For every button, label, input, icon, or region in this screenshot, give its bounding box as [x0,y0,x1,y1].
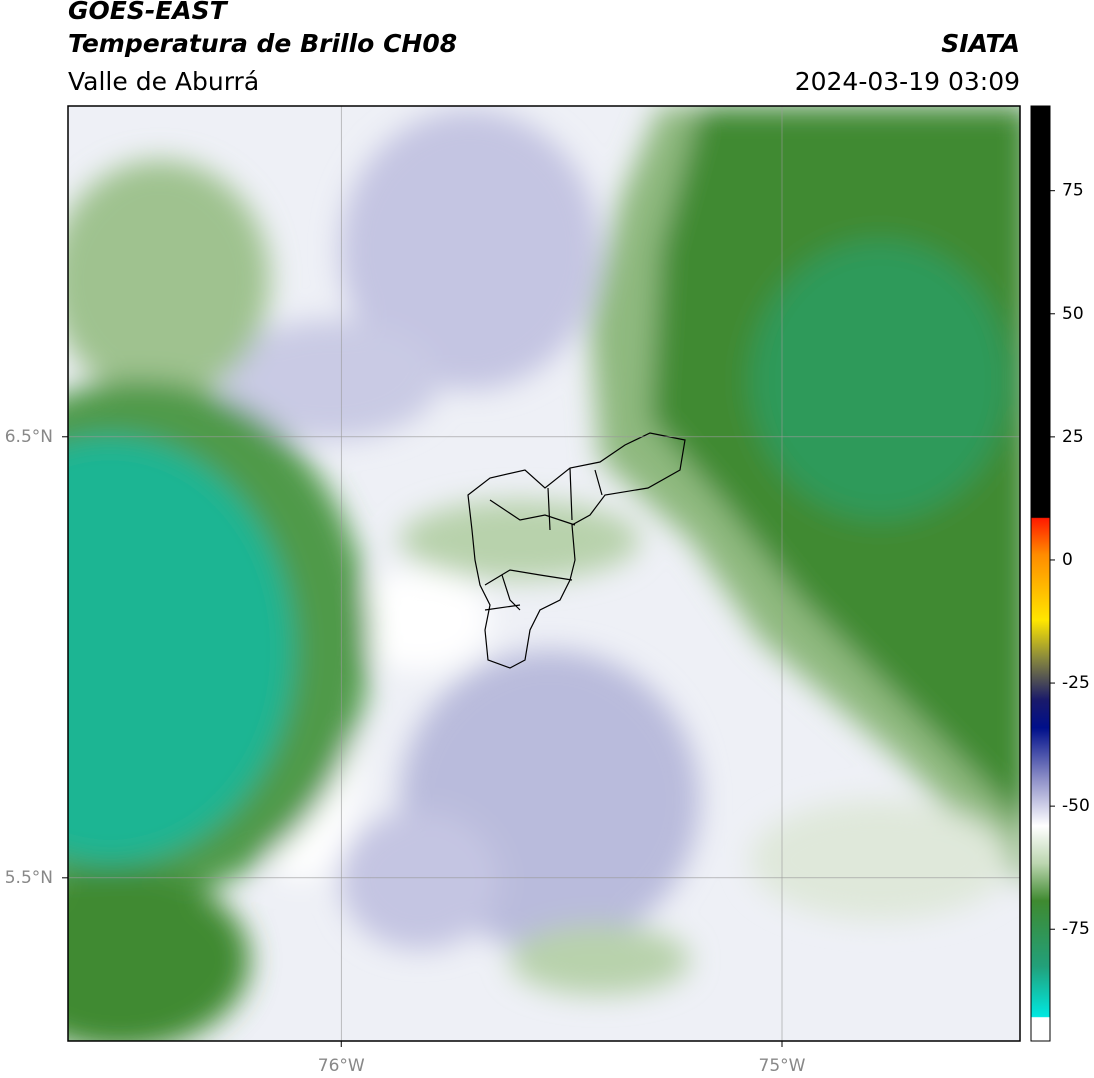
colorbar [1030,105,1051,1042]
region: Valle de Aburrá [68,67,259,96]
map-frame [67,105,1021,1042]
colorbar-tick-label: 25 [1062,427,1084,447]
subtitle: Temperatura de Brillo CH08 [68,29,457,58]
datetime: 2024-03-19 03:09 [795,67,1020,96]
title: GOES-EAST [68,0,229,25]
colorbar-tick-label: 75 [1062,181,1084,201]
source: SIATA [941,29,1020,58]
colorbar-tick-label: -50 [1062,796,1090,816]
y-tick-label: 5.5°N [5,868,53,888]
colorbar-tick-label: 50 [1062,304,1084,324]
colorbar-tick-label: 0 [1062,550,1073,570]
colorbar-tick-label: -25 [1062,673,1090,693]
colorbar-tick-label: -75 [1062,919,1090,939]
municipal-boundaries [467,432,686,669]
x-tick-label: 76°W [318,1056,365,1076]
x-tick-label: 75°W [759,1056,806,1076]
brightness-field [68,106,1020,1041]
y-tick-label: 6.5°N [5,427,53,447]
